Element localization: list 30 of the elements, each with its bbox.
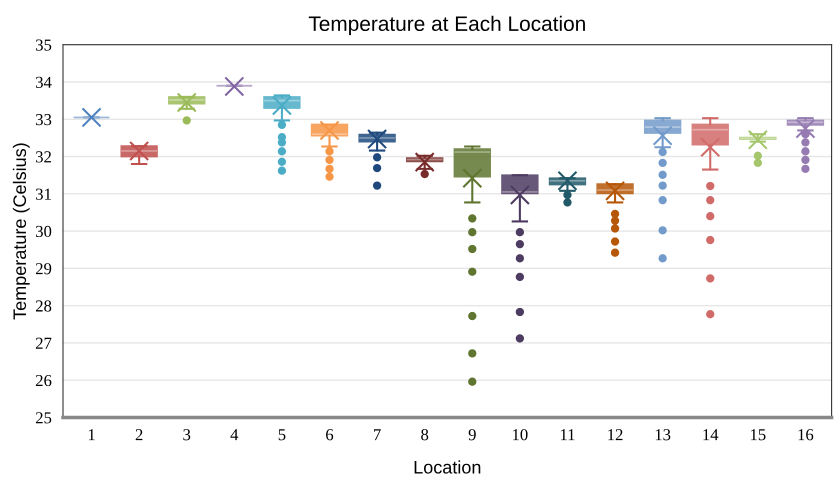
- x-tick-label: 1: [88, 429, 95, 440]
- y-tick-label: 28: [36, 300, 52, 312]
- x-tick-label: 7: [374, 429, 381, 440]
- x-tick-label: 14: [703, 429, 718, 440]
- x-tick-label: 3: [183, 429, 190, 440]
- y-tick-label: 33: [36, 114, 52, 126]
- y-axis-title: Temperature (Celsius): [12, 143, 30, 320]
- x-tick-label: 10: [513, 429, 528, 440]
- x-tick-label: 15: [750, 429, 766, 440]
- y-tick-label: 26: [36, 374, 52, 386]
- y-tick-label: 35: [36, 39, 52, 51]
- x-tick-label: 2: [136, 429, 142, 440]
- y-tick-label: 31: [36, 188, 51, 200]
- x-axis-title: Location: [414, 460, 480, 474]
- x-tick-label: 13: [656, 429, 670, 440]
- y-tick-label: 32: [36, 151, 51, 162]
- x-tick-label: 6: [326, 429, 334, 440]
- y-tick-label: 34: [36, 76, 52, 88]
- y-tick-label: 29: [36, 263, 52, 274]
- chart-title: Temperature at Each Location: [308, 16, 585, 36]
- x-tick-label: 8: [421, 429, 428, 440]
- y-tick-label: 25: [36, 412, 52, 424]
- x-tick-label: 11: [560, 429, 574, 440]
- x-tick-label: 4: [230, 429, 238, 440]
- x-tick-label: 12: [608, 429, 622, 440]
- x-tick-label: 5: [278, 429, 286, 440]
- x-tick-label: 16: [798, 429, 814, 440]
- y-tick-label: 27: [36, 338, 52, 349]
- x-tick-label: 9: [468, 429, 476, 440]
- y-tick-label: 30: [36, 226, 52, 238]
